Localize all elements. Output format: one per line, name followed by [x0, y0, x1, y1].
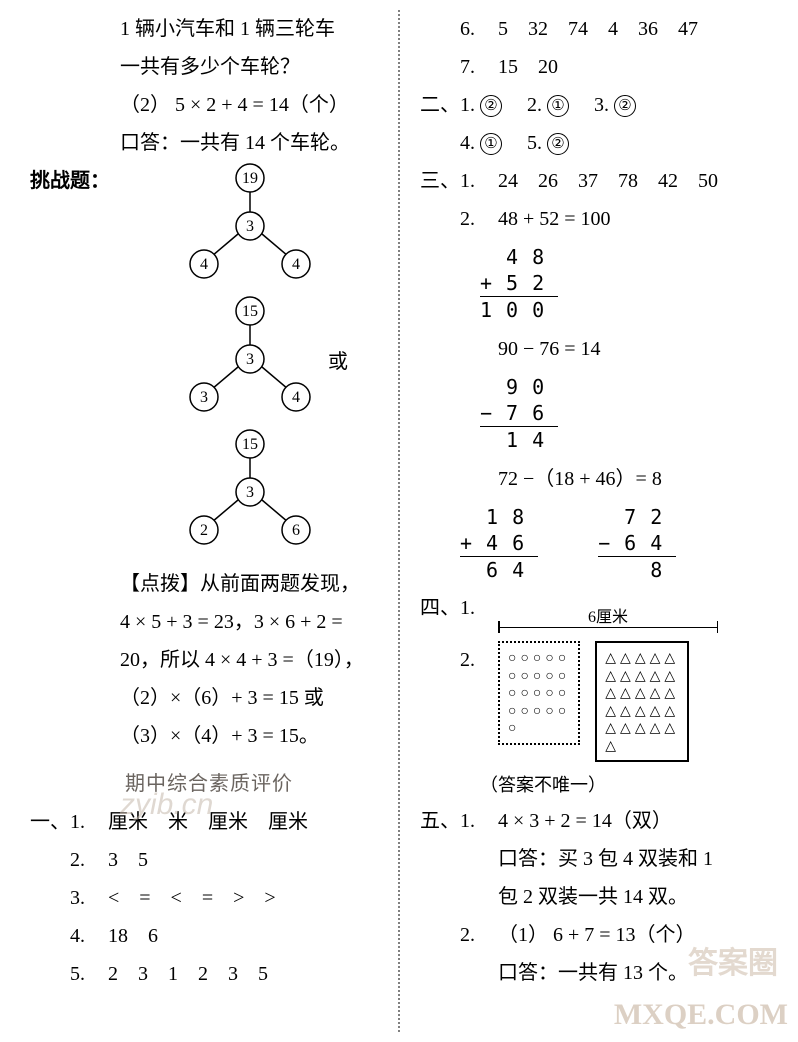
sec5-row: 五、 1. 4 × 3 + 2 = 14（双）	[420, 802, 778, 840]
sec1-label: 一、	[30, 803, 70, 841]
sec4-row: 四、 1. 6厘米	[420, 589, 778, 627]
vertical-calc-pair: 18+4664 72−648	[460, 498, 778, 589]
tree-diagram-3: 15 3 2 6	[180, 428, 388, 561]
right-column: 6.5 32 74 4 36 47 7.15 20 二、 1. ② 2. ① 3…	[400, 0, 798, 1042]
tree-diagram-2: 15 3 3 4	[180, 295, 320, 428]
svg-text:15: 15	[242, 436, 258, 453]
challenge-block: 挑战题： 19 3 4	[30, 162, 388, 755]
or-label: 或	[328, 343, 348, 381]
problem-line: 1 辆小汽车和 1 辆三轮车	[30, 10, 388, 48]
node: 19	[242, 170, 258, 187]
answer-note: （答案不唯一）	[480, 768, 778, 802]
svg-text:6: 6	[292, 522, 300, 539]
watermark-corner: MXQE.COM	[614, 998, 788, 1032]
problem-line: （2） 5 × 2 + 4 = 14（个）	[30, 86, 388, 124]
tree-diagram-1: 19 3 4 4	[180, 162, 388, 295]
node: 4	[292, 256, 300, 273]
hint-block: 【点拨】从前面两题发现，	[120, 565, 388, 603]
sec3-row: 三、 1. 24 26 37 78 42 50	[420, 162, 778, 200]
left-column: 1 辆小汽车和 1 辆三轮车 一共有多少个车轮？ （2） 5 × 2 + 4 =…	[0, 0, 398, 1042]
vertical-calc: 48 +52 100	[480, 244, 558, 323]
svg-text:3: 3	[246, 351, 254, 368]
node: 3	[246, 218, 254, 235]
svg-text:3: 3	[246, 484, 254, 501]
triangles-box: △△△△△ △△△△△ △△△△△ △△△△△ △△△△△ △	[595, 641, 689, 762]
node: 4	[200, 256, 208, 273]
problem-line: 口答：一共有 14 个车轮。	[30, 124, 388, 162]
watermark-corner: 答案圈	[688, 938, 778, 982]
vertical-calc: 90 −76 14	[480, 374, 558, 453]
svg-text:15: 15	[242, 303, 258, 320]
challenge-label: 挑战题：	[30, 162, 120, 755]
hint-label: 【点拨】	[120, 573, 200, 595]
sec2-row: 二、 1. ② 2. ① 3. ②	[420, 86, 778, 124]
svg-text:4: 4	[292, 389, 300, 406]
problem-line: 一共有多少个车轮？	[30, 48, 388, 86]
circles-box: ○○○○○ ○○○○○ ○○○○○ ○○○○○ ○	[498, 641, 580, 745]
svg-text:2: 2	[200, 522, 208, 539]
svg-text:3: 3	[200, 389, 208, 406]
watermark-text: zyib.cn	[120, 788, 213, 822]
